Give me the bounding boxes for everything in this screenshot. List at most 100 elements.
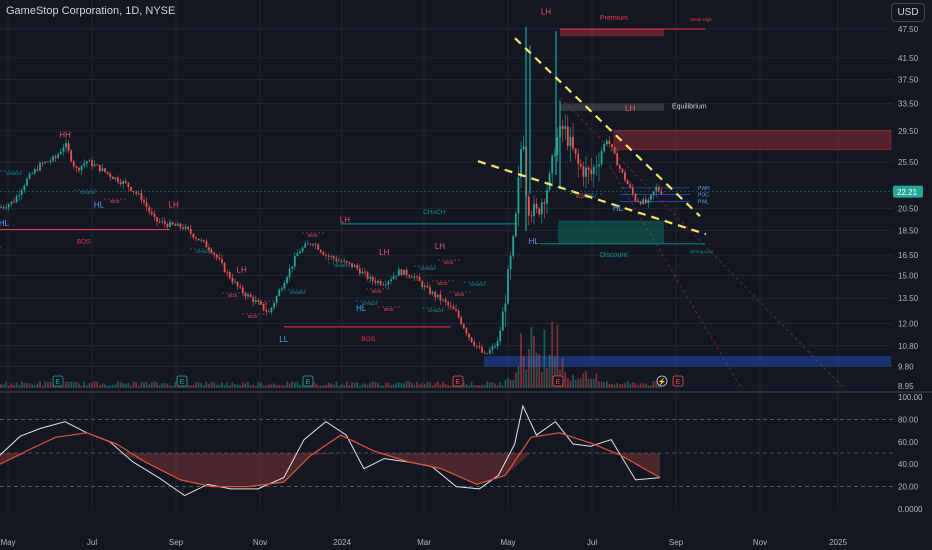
candle-body bbox=[270, 307, 273, 313]
candle-body bbox=[0, 207, 2, 209]
volume-bar bbox=[416, 381, 418, 388]
candle bbox=[527, 193, 530, 226]
volume-bar bbox=[525, 369, 528, 388]
candle bbox=[530, 210, 533, 223]
volume-bar bbox=[41, 385, 44, 388]
event-marker: E bbox=[302, 375, 314, 387]
event-marker-box bbox=[302, 375, 314, 387]
volume-bar bbox=[600, 381, 603, 388]
candle-body bbox=[127, 182, 130, 187]
volume-bar bbox=[254, 385, 257, 388]
structure-label: BOS bbox=[361, 336, 375, 343]
candle-body bbox=[405, 269, 408, 276]
candle bbox=[179, 222, 182, 231]
candle bbox=[335, 255, 338, 263]
volume-bar bbox=[93, 381, 96, 388]
candle bbox=[616, 149, 619, 166]
candle-body bbox=[325, 254, 327, 256]
candle bbox=[174, 222, 177, 226]
candle-body bbox=[501, 311, 504, 331]
swing-label: LL bbox=[279, 335, 288, 344]
candle bbox=[267, 308, 270, 313]
candle bbox=[20, 188, 23, 200]
volume-bar bbox=[286, 381, 288, 388]
candle bbox=[275, 294, 278, 306]
candle-body bbox=[171, 222, 174, 225]
candle-body bbox=[88, 160, 91, 162]
candle bbox=[535, 198, 538, 214]
candle-body bbox=[249, 294, 252, 298]
volume-bar bbox=[202, 385, 205, 388]
candle bbox=[400, 268, 403, 277]
candle-body bbox=[397, 269, 400, 276]
candle-body bbox=[153, 213, 156, 218]
candle bbox=[351, 263, 353, 270]
candle-body bbox=[416, 276, 418, 278]
candle-body bbox=[273, 303, 275, 308]
candle bbox=[655, 183, 658, 196]
minor-structure-label: CHoCH bbox=[290, 290, 306, 295]
minor-structure-label: BOS bbox=[372, 289, 382, 294]
price-tick-label: 15.00 bbox=[898, 272, 919, 281]
candle-body bbox=[486, 353, 489, 355]
candle bbox=[397, 266, 400, 276]
candle-body bbox=[546, 189, 548, 204]
candle bbox=[421, 279, 424, 290]
volume-bar bbox=[426, 381, 429, 388]
volume-bar bbox=[564, 372, 567, 388]
candle bbox=[309, 242, 312, 246]
candle-body bbox=[23, 185, 26, 191]
volume-bar bbox=[23, 382, 26, 388]
volume-bar bbox=[215, 384, 218, 388]
volume-bar bbox=[356, 382, 359, 388]
volume-bar bbox=[184, 385, 187, 388]
volume-bar bbox=[117, 381, 119, 388]
volume-bar bbox=[478, 384, 481, 388]
candle-body bbox=[520, 149, 522, 178]
event-marker-text: E bbox=[556, 379, 561, 386]
volume-bar bbox=[496, 385, 499, 388]
volume-bar bbox=[527, 348, 530, 388]
volume-bar bbox=[397, 382, 400, 388]
candle-body bbox=[338, 260, 340, 262]
candle-body bbox=[639, 201, 642, 205]
volume-bar bbox=[434, 383, 437, 388]
volume-bar bbox=[20, 381, 23, 388]
candle-body bbox=[611, 143, 613, 148]
volume-bar bbox=[140, 382, 143, 388]
candle bbox=[366, 270, 369, 281]
symbol-title[interactable]: GameStop Corporation, 1D, NYSE bbox=[6, 5, 176, 17]
candle bbox=[551, 154, 554, 187]
candle bbox=[145, 197, 148, 212]
candle bbox=[15, 193, 18, 204]
candle-body bbox=[244, 293, 247, 297]
candle bbox=[436, 294, 439, 299]
volume-bar bbox=[101, 383, 104, 388]
volume-bar bbox=[270, 384, 273, 388]
candle bbox=[522, 135, 525, 152]
volume-bar bbox=[98, 384, 101, 388]
candle bbox=[621, 168, 624, 174]
volume-bar bbox=[533, 335, 535, 388]
zone-label-premium: Premium bbox=[600, 15, 628, 22]
candle bbox=[449, 301, 452, 311]
candle-body bbox=[5, 207, 8, 209]
candle bbox=[262, 303, 265, 312]
candle-body bbox=[387, 281, 390, 285]
candle-body bbox=[137, 193, 140, 194]
candle-body bbox=[176, 223, 179, 226]
volume-bar bbox=[299, 384, 301, 388]
candle-body bbox=[553, 154, 556, 156]
candle-body bbox=[215, 254, 218, 258]
supply-zone bbox=[613, 129, 892, 151]
candle bbox=[18, 190, 21, 201]
volume-bar bbox=[418, 384, 421, 388]
volume-bar bbox=[31, 384, 34, 388]
currency-button[interactable]: USD bbox=[891, 3, 925, 22]
price-tick-label: 37.50 bbox=[898, 76, 919, 85]
volume-bar bbox=[488, 382, 491, 388]
volume-bar bbox=[5, 381, 8, 388]
candle-body bbox=[223, 262, 226, 273]
candle bbox=[455, 304, 457, 312]
